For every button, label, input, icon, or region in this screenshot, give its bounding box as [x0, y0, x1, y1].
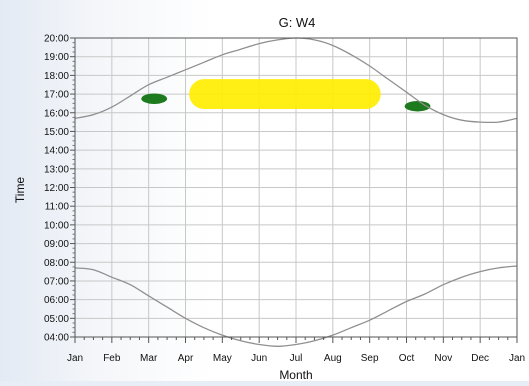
x-tick-label: Sep [361, 353, 379, 364]
y-tick-label: 05:00 [44, 314, 69, 325]
y-axis-label: Time [13, 177, 27, 204]
y-tick-label: 08:00 [44, 258, 69, 269]
x-tick-label: Apr [178, 353, 194, 364]
y-tick-label: 18:00 [44, 71, 69, 82]
y-tick-label: 11:00 [45, 202, 70, 213]
chart-title: G: W4 [279, 15, 316, 30]
y-tick-label: 20:00 [44, 34, 69, 45]
x-tick-label: Jan [509, 353, 525, 364]
x-tick-label: Aug [324, 353, 342, 364]
y-tick-label: 12:00 [44, 183, 69, 194]
y-tick-label: 09:00 [44, 239, 69, 250]
x-tick-label: Nov [434, 353, 452, 364]
y-tick-label: 07:00 [44, 276, 69, 287]
x-tick-label: Feb [103, 353, 121, 364]
y-tick-label: 16:00 [44, 108, 69, 119]
x-tick-label: Jul [290, 353, 303, 364]
y-tick-label: 10:00 [44, 220, 69, 231]
y-tick-label: 06:00 [44, 295, 69, 306]
x-tick-label: May [213, 353, 232, 364]
series-line-1 [74, 265, 518, 347]
x-tick-label: Oct [399, 353, 415, 364]
y-tick-label: 19:00 [44, 52, 69, 63]
y-tick-label: 17:00 [44, 90, 69, 101]
highlight-band [189, 79, 381, 110]
y-tick-label: 04:00 [44, 333, 69, 344]
highlight-mark-1 [141, 93, 168, 104]
x-axis-label: Month [279, 368, 312, 381]
x-tick-label: Jun [251, 353, 267, 364]
x-tick-label: Jan [67, 353, 83, 364]
x-tick-label: Dec [471, 353, 489, 364]
y-tick-label: 14:00 [44, 146, 69, 157]
y-tick-label: 13:00 [44, 164, 69, 175]
y-tick-label: 15:00 [44, 127, 69, 138]
highlight-mark-2 [404, 100, 431, 112]
x-tick-label: Mar [140, 353, 158, 364]
